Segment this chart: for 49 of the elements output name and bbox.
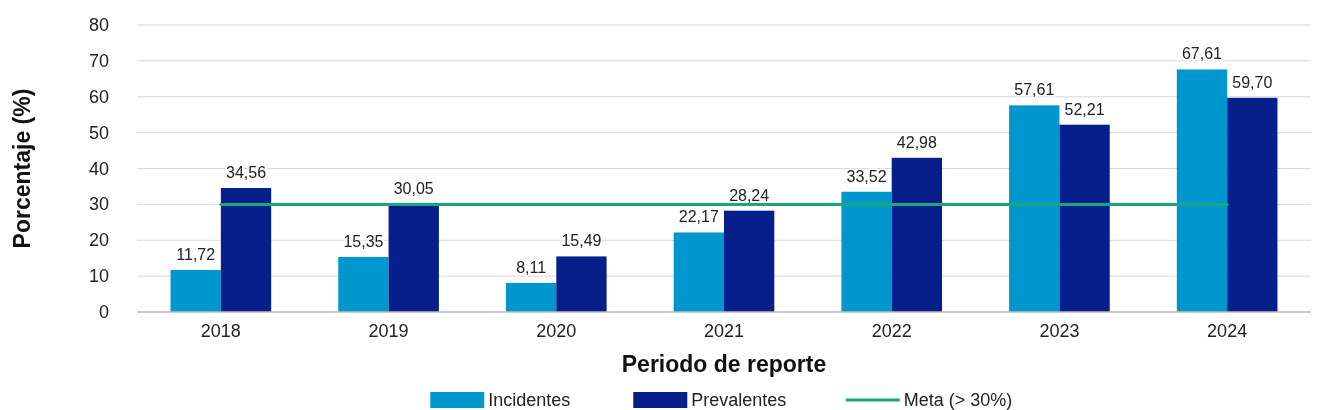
x-tick-label: 2019 [368,321,409,341]
x-axis-title: Periodo de reporte [621,351,827,377]
y-axis-title: Porcentaje (%) [9,88,35,249]
y-tick-label: 10 [88,266,109,287]
y-tick-label: 0 [98,302,109,322]
data-label: 15,35 [343,232,384,250]
legend-label: Meta (> 30%) [903,390,1013,410]
x-tick-label: 2021 [703,321,745,341]
bar [1176,69,1228,312]
y-tick-label: 40 [88,158,109,179]
bar [556,256,607,312]
bar [1059,124,1110,312]
data-label: 67,61 [1181,45,1223,63]
y-tick-label: 30 [88,194,109,215]
data-label: 22,17 [678,208,719,226]
data-label: 15,49 [561,232,602,250]
data-label: 8,11 [516,258,547,276]
bar [338,256,389,312]
y-tick-label: 70 [88,50,109,71]
y-tick-label: 20 [88,230,109,251]
data-label: 30,05 [393,180,434,198]
data-label: 11,72 [176,245,216,263]
bar [1009,105,1060,312]
bar [170,269,221,312]
data-label: 42,98 [896,133,937,151]
bar [841,191,892,312]
x-tick-label: 2020 [536,321,577,341]
data-label: 59,70 [1232,73,1273,91]
bar [388,204,439,312]
data-label: 33,52 [846,167,887,185]
bar [891,157,943,312]
x-tick-label: 2022 [871,321,912,341]
bar [1227,97,1278,312]
x-tick-label: 2018 [200,321,241,341]
bar [220,188,272,312]
bar [505,282,557,312]
legend-label: Prevalentes [691,390,787,410]
bar [724,210,775,312]
legend-label: Incidentes [488,390,571,410]
x-tick-label: 2023 [1039,321,1080,341]
data-label: 28,24 [729,186,770,204]
y-tick-label: 60 [88,86,109,107]
y-tick-label: 50 [88,122,109,143]
data-label: 34,56 [225,164,267,182]
data-label: 57,61 [1014,81,1055,99]
x-tick-label: 2024 [1207,321,1248,341]
y-tick-label: 80 [88,15,109,35]
data-label: 52,21 [1064,100,1105,118]
bar [673,232,724,312]
